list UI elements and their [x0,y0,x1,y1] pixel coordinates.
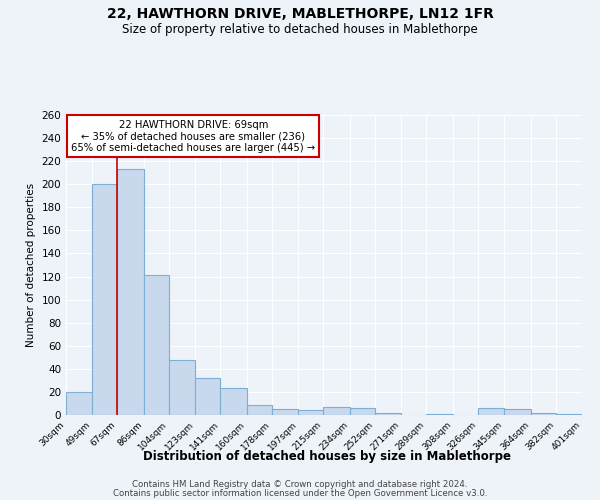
Bar [556,414,582,415]
Text: 22 HAWTHORN DRIVE: 69sqm
← 35% of detached houses are smaller (236)
65% of semi-: 22 HAWTHORN DRIVE: 69sqm ← 35% of detach… [71,120,315,152]
Text: Contains public sector information licensed under the Open Government Licence v3: Contains public sector information licen… [113,489,487,498]
Bar [247,404,272,415]
Bar [504,409,530,415]
Bar [118,169,144,415]
Bar [272,409,298,415]
Bar [375,412,401,415]
Text: 22, HAWTHORN DRIVE, MABLETHORPE, LN12 1FR: 22, HAWTHORN DRIVE, MABLETHORPE, LN12 1F… [107,8,493,22]
Y-axis label: Number of detached properties: Number of detached properties [26,183,36,347]
Bar [323,407,350,415]
Bar [92,184,118,415]
Text: Distribution of detached houses by size in Mablethorpe: Distribution of detached houses by size … [143,450,511,463]
Bar [196,378,220,415]
Bar [220,388,247,415]
Bar [169,360,196,415]
Text: Contains HM Land Registry data © Crown copyright and database right 2024.: Contains HM Land Registry data © Crown c… [132,480,468,489]
Bar [478,408,504,415]
Bar [426,414,452,415]
Bar [530,412,556,415]
Bar [350,408,375,415]
Bar [66,392,92,415]
Bar [144,276,169,415]
Text: Size of property relative to detached houses in Mablethorpe: Size of property relative to detached ho… [122,22,478,36]
Bar [298,410,323,415]
